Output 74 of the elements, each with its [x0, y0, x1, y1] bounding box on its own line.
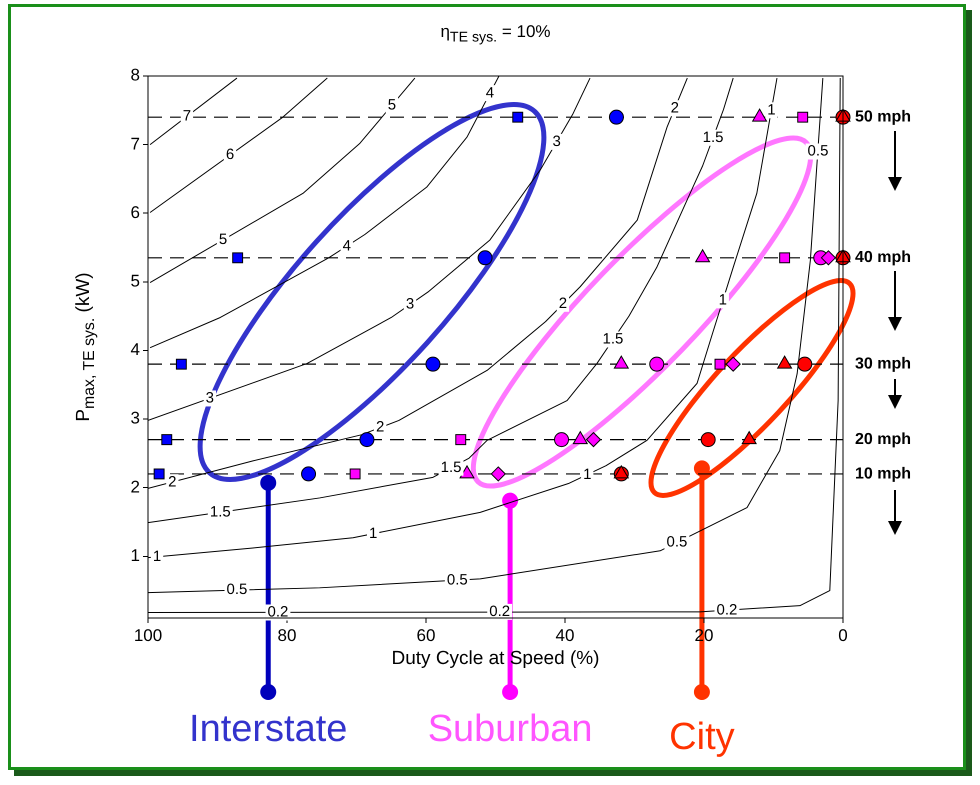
annotation: 1.5	[702, 128, 724, 146]
annotation: 1	[767, 101, 776, 118]
point	[779, 252, 790, 264]
x-tick-label: 100	[134, 626, 162, 645]
point	[554, 432, 570, 448]
y-tick-label: 6	[130, 202, 140, 222]
x-tick-label: 40	[556, 626, 574, 645]
point	[455, 434, 466, 446]
ref-line-label: 20 mph	[855, 431, 912, 448]
annotation: 2	[558, 294, 568, 312]
ref-line-label: 50 mph	[855, 108, 912, 126]
point	[161, 434, 172, 446]
annotation: 0.2	[716, 602, 738, 619]
point	[797, 112, 808, 123]
annotation: 2	[376, 418, 384, 436]
point	[726, 356, 741, 372]
annotation: 1	[718, 291, 727, 308]
annotation: 1	[369, 524, 378, 542]
x-tick-label: 0	[838, 626, 848, 645]
annotation: Suburban	[428, 708, 592, 751]
y-tick-label: 7	[130, 134, 140, 154]
annotation: 5	[388, 96, 396, 114]
annotation: 0.5	[666, 534, 688, 551]
ref-line-label: 30 mph	[855, 356, 912, 373]
point	[350, 468, 361, 480]
annotation: 1	[152, 548, 162, 566]
y-tick-label: 4	[130, 340, 140, 360]
annotation: 0.2	[268, 604, 288, 621]
point	[512, 112, 524, 123]
point	[700, 432, 716, 448]
annotation: 4	[342, 237, 351, 254]
annotation: 3	[552, 133, 561, 150]
point	[478, 250, 493, 266]
y-tick-label: 5	[130, 272, 140, 291]
point	[301, 466, 316, 482]
point	[797, 356, 812, 372]
annotation: 4	[486, 84, 494, 102]
annotation: 1.5	[602, 330, 624, 348]
point	[586, 432, 601, 448]
point	[154, 468, 165, 480]
annotation: 1.5	[440, 458, 462, 476]
y-tick-label: 3	[130, 408, 140, 428]
annotation: Interstate	[189, 708, 348, 751]
point	[232, 252, 244, 264]
ref-line-label: 40 mph	[855, 249, 912, 266]
point	[820, 250, 836, 266]
annotation: 1	[583, 466, 592, 483]
y-tick-label: 8	[130, 66, 140, 85]
point	[425, 356, 440, 372]
point	[649, 356, 664, 372]
annotation: 1.5	[210, 503, 231, 520]
chart-title: η$_{TE sys.}$ = 10%	[439, 22, 552, 46]
annotation: 0.5	[446, 571, 468, 588]
annotation: 7	[182, 108, 192, 125]
annotation: 0.5	[808, 142, 828, 160]
ref-line-label: 10 mph	[855, 465, 912, 482]
annotation: 6	[226, 146, 234, 164]
y-tick-label: 2	[130, 477, 140, 496]
annotation: 0.2	[489, 602, 510, 620]
annotation: 3	[206, 390, 214, 407]
annotation: 0.5	[226, 581, 248, 598]
point	[490, 466, 506, 482]
y-tick-label: 1	[130, 546, 140, 565]
annotation: 2	[168, 473, 176, 490]
point	[176, 358, 187, 370]
point	[359, 432, 374, 448]
point	[714, 358, 726, 370]
point	[608, 110, 624, 125]
annotation: 2	[670, 99, 679, 116]
annotation: 3	[406, 296, 414, 313]
annotation: City	[669, 716, 735, 759]
x-tick-label: 60	[416, 626, 436, 645]
annotation: 5	[218, 231, 228, 248]
x-tick-label: 80	[278, 626, 296, 645]
